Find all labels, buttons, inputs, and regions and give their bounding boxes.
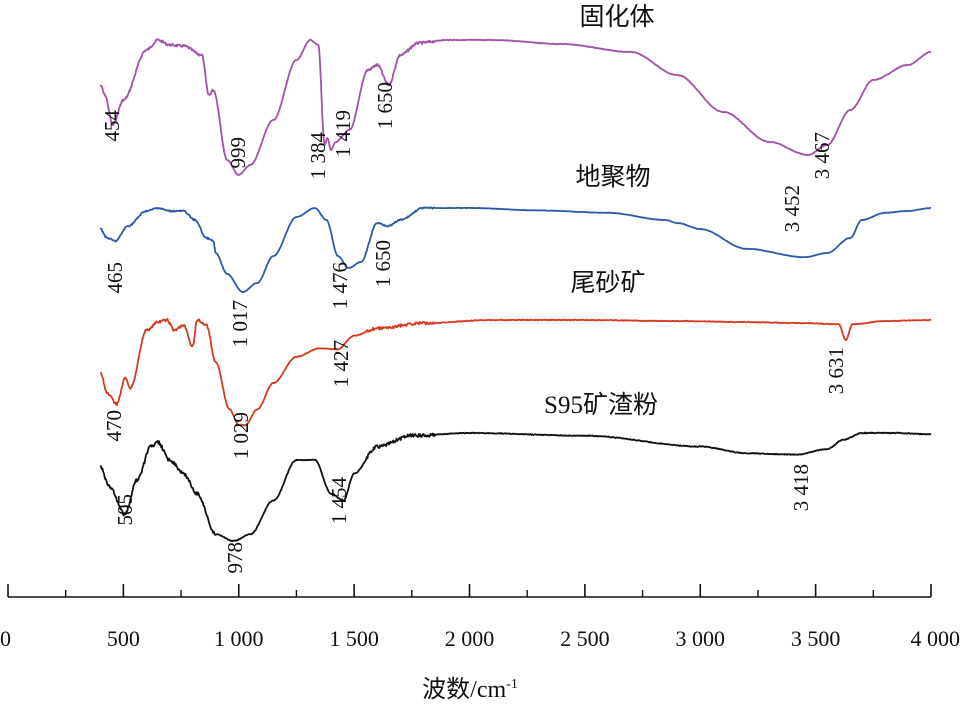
x-axis-ticks xyxy=(7,584,932,597)
x-tick-label: 500 xyxy=(107,626,140,651)
peak-label: 978 xyxy=(223,542,247,574)
series-line-3 xyxy=(99,318,932,427)
peak-label: 1 650 xyxy=(373,82,397,129)
peak-label: 465 xyxy=(103,262,127,294)
peak-label: 505 xyxy=(113,494,137,526)
peak-label: 3 418 xyxy=(789,464,813,511)
x-axis: 0 500 1 000 1 500 2 000 2 500 3 000 3 500 4 000 xyxy=(0,584,960,651)
series-line-2 xyxy=(99,206,932,293)
series-name-2: 地聚物 xyxy=(575,163,650,191)
x-tick-label: 0 xyxy=(0,626,11,651)
peak-label: 3 631 xyxy=(824,347,848,394)
x-tick-label: 4 000 xyxy=(911,626,961,651)
peak-label: 1 384 xyxy=(306,132,330,180)
peak-label: 3 467 xyxy=(810,132,834,179)
peak-label: 1 017 xyxy=(228,300,252,347)
peak-label: 1 650 xyxy=(371,240,395,287)
x-axis-title-superscript: -1 xyxy=(506,677,518,692)
series-line-4 xyxy=(99,431,932,543)
x-tick-label: 1 500 xyxy=(329,626,379,651)
spectra-curves xyxy=(99,38,932,543)
x-axis-title: 波数/cm-1 xyxy=(422,676,518,703)
peak-label: 999 xyxy=(226,137,250,169)
series-name-1: 固化体 xyxy=(579,3,654,31)
series-name-4: S95矿渣粉 xyxy=(544,391,658,419)
peak-label: 1 419 xyxy=(331,110,355,157)
peak-label: 1 454 xyxy=(327,477,351,525)
x-tick-label: 3 500 xyxy=(791,626,841,651)
x-tick-label: 3 000 xyxy=(676,626,726,651)
x-axis-tick-labels: 0 500 1 000 1 500 2 000 2 500 3 000 3 500 4 000 xyxy=(0,626,960,651)
series-name-3: 尾砂矿 xyxy=(570,269,645,297)
x-tick-label: 2 000 xyxy=(445,626,495,651)
x-axis-title-text: 波数/cm xyxy=(422,676,506,703)
x-tick-label: 2 500 xyxy=(560,626,610,651)
peak-label: 1 427 xyxy=(329,340,353,387)
series-line-1 xyxy=(99,38,932,176)
peak-labels: 454 999 1 384 1 419 1 650 3 467 465 1 017 1 476 1… xyxy=(100,82,848,574)
peak-label: 1 476 xyxy=(328,262,352,309)
peak-label: 3 452 xyxy=(780,185,804,232)
peak-label: 1 029 xyxy=(229,412,253,459)
peak-label: 454 xyxy=(100,110,124,142)
x-tick-label: 1 000 xyxy=(214,626,264,651)
peak-label: 470 xyxy=(102,410,126,442)
